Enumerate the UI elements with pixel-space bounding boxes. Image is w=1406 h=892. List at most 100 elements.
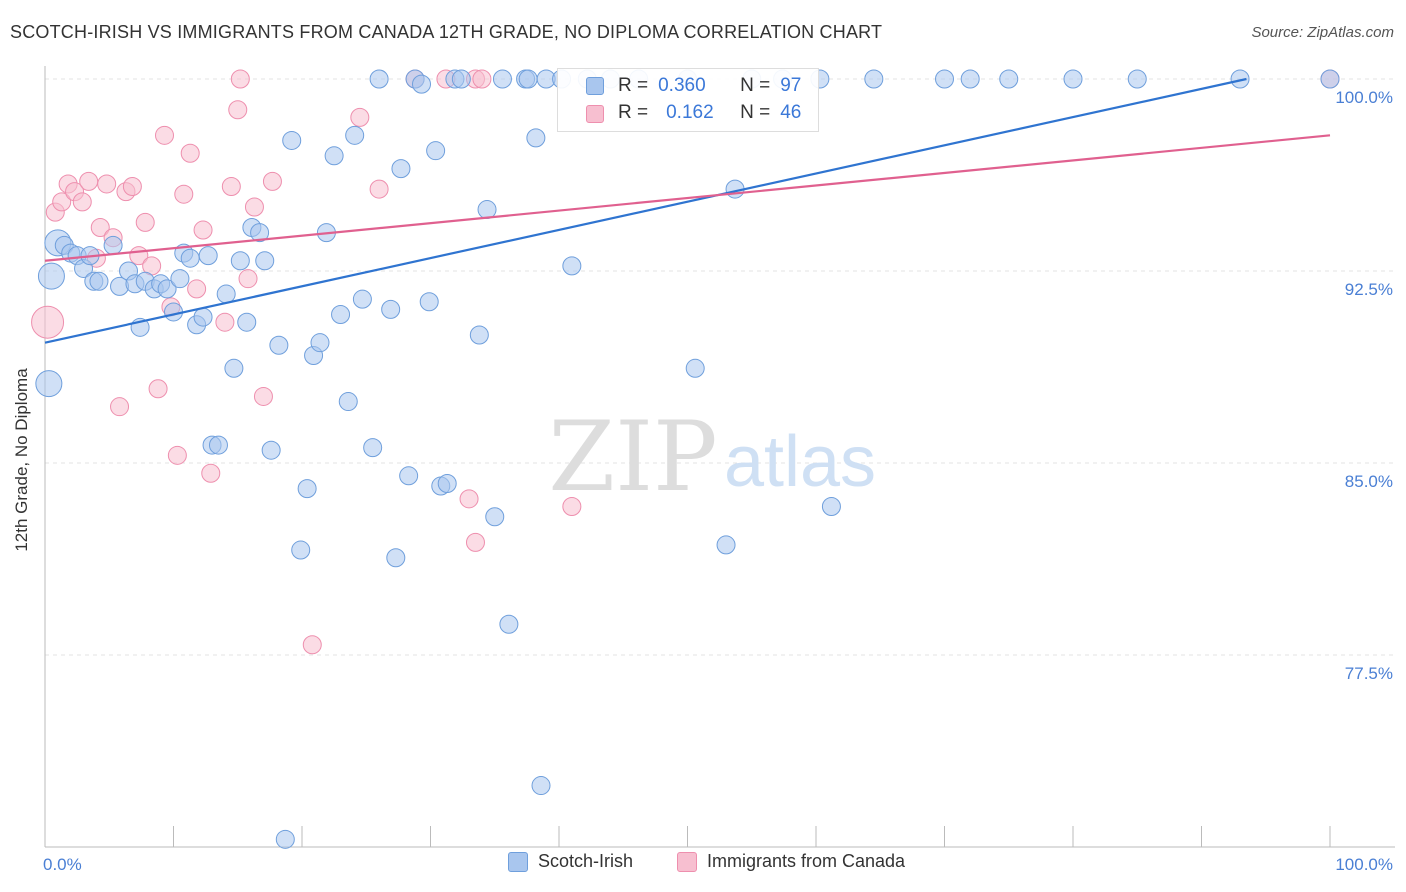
data-point bbox=[201, 463, 221, 483]
data-point bbox=[261, 440, 281, 460]
r-value: 0.360 bbox=[658, 75, 706, 96]
n-label: N = bbox=[740, 75, 771, 96]
data-point bbox=[230, 69, 250, 89]
legend-swatch-blue bbox=[586, 77, 604, 95]
n-value: 46 bbox=[780, 102, 802, 123]
data-point bbox=[103, 235, 123, 255]
data-point bbox=[426, 141, 446, 161]
legend-swatch-pink bbox=[586, 105, 604, 123]
data-point bbox=[386, 548, 406, 568]
watermark-zip: ZIP bbox=[548, 401, 717, 513]
data-point bbox=[90, 217, 110, 237]
y-axis-label: 12th Grade, No Diploma bbox=[12, 368, 31, 552]
data-point bbox=[350, 107, 370, 127]
data-point bbox=[469, 325, 489, 345]
data-point bbox=[960, 69, 980, 89]
data-point bbox=[302, 635, 322, 655]
data-point bbox=[369, 69, 389, 89]
immigrants-from-canada-points bbox=[31, 69, 1340, 655]
data-point bbox=[531, 776, 551, 796]
n-label: N = bbox=[740, 102, 771, 123]
data-point bbox=[244, 197, 264, 217]
data-point bbox=[238, 269, 258, 289]
data-point bbox=[352, 289, 372, 309]
data-point bbox=[369, 179, 389, 199]
legend-label-immigrants-from-canada: Immigrants from Canada bbox=[707, 851, 906, 871]
bottom-legend: Scotch-Irish Immigrants from Canada bbox=[0, 851, 1406, 877]
data-point bbox=[155, 125, 175, 145]
legend-label-scotch-irish: Scotch-Irish bbox=[538, 851, 634, 871]
data-point bbox=[331, 305, 351, 325]
data-point bbox=[193, 220, 213, 240]
data-point bbox=[492, 69, 512, 89]
legend-item-scotch-irish: Scotch-Irish bbox=[508, 851, 633, 872]
data-point bbox=[35, 370, 63, 398]
watermark: ZIP atlas bbox=[548, 401, 876, 513]
data-point bbox=[228, 100, 248, 120]
data-point bbox=[224, 358, 244, 378]
data-point bbox=[472, 69, 492, 89]
legend-row-immigrants-from-canada: R = 0.162 N = 46 bbox=[618, 100, 801, 126]
data-point bbox=[216, 284, 236, 304]
data-point bbox=[485, 507, 505, 527]
x-tick-label-left: 0.0% bbox=[43, 855, 82, 874]
data-point bbox=[821, 497, 841, 517]
data-point bbox=[198, 246, 218, 266]
data-point bbox=[148, 379, 168, 399]
data-point bbox=[1320, 69, 1340, 89]
data-point bbox=[72, 192, 92, 212]
trendlines bbox=[44, 77, 1331, 344]
data-point bbox=[275, 829, 295, 849]
data-point bbox=[282, 130, 302, 150]
y-tick-label: 77.5% bbox=[1345, 664, 1393, 683]
data-point bbox=[363, 438, 383, 458]
data-point bbox=[1230, 69, 1250, 89]
source-label: Source: ZipAtlas.com bbox=[1251, 24, 1394, 41]
data-point bbox=[180, 143, 200, 163]
data-point bbox=[999, 69, 1019, 89]
data-point bbox=[477, 200, 497, 220]
data-point bbox=[97, 174, 117, 194]
data-point bbox=[167, 445, 187, 465]
r-value: 0.162 bbox=[666, 102, 714, 123]
y-tick-label: 85.0% bbox=[1345, 472, 1393, 491]
data-point bbox=[37, 262, 65, 290]
data-point bbox=[250, 223, 270, 243]
data-point bbox=[79, 171, 99, 191]
data-point bbox=[935, 69, 954, 89]
data-point bbox=[465, 532, 485, 552]
data-point bbox=[451, 69, 471, 89]
data-point bbox=[230, 251, 250, 271]
x-tick-labels: 0.0% 100.0% bbox=[43, 855, 1393, 874]
r-label: R = bbox=[618, 75, 649, 96]
data-point bbox=[459, 489, 479, 509]
y-tick-labels: 100.0% 92.5% 85.0% 77.5% bbox=[1335, 88, 1393, 683]
data-point bbox=[164, 302, 183, 322]
legend-swatch-immigrants-from-canada bbox=[677, 851, 697, 872]
data-point bbox=[208, 435, 228, 455]
data-point bbox=[221, 177, 241, 197]
data-point bbox=[215, 312, 235, 332]
data-point bbox=[110, 397, 130, 417]
data-point bbox=[419, 292, 439, 312]
data-point bbox=[262, 171, 282, 191]
n-value: 97 bbox=[780, 75, 802, 96]
data-point bbox=[562, 256, 582, 276]
data-point bbox=[399, 466, 419, 486]
immigrants-from-canada-trendline bbox=[44, 134, 1331, 262]
data-point bbox=[716, 535, 736, 555]
data-point bbox=[269, 335, 289, 355]
data-point bbox=[193, 307, 213, 327]
legend-row-scotch-irish: R = 0.360 N = 97 bbox=[618, 73, 801, 99]
data-point bbox=[310, 333, 330, 353]
data-point bbox=[180, 248, 200, 268]
data-point bbox=[381, 299, 401, 319]
axes bbox=[44, 66, 1395, 848]
data-point bbox=[685, 358, 705, 378]
data-point bbox=[1127, 69, 1147, 89]
data-point bbox=[174, 184, 194, 204]
data-point bbox=[338, 392, 358, 412]
legend-item-immigrants-from-canada: Immigrants from Canada bbox=[677, 851, 905, 872]
data-point bbox=[412, 74, 432, 94]
